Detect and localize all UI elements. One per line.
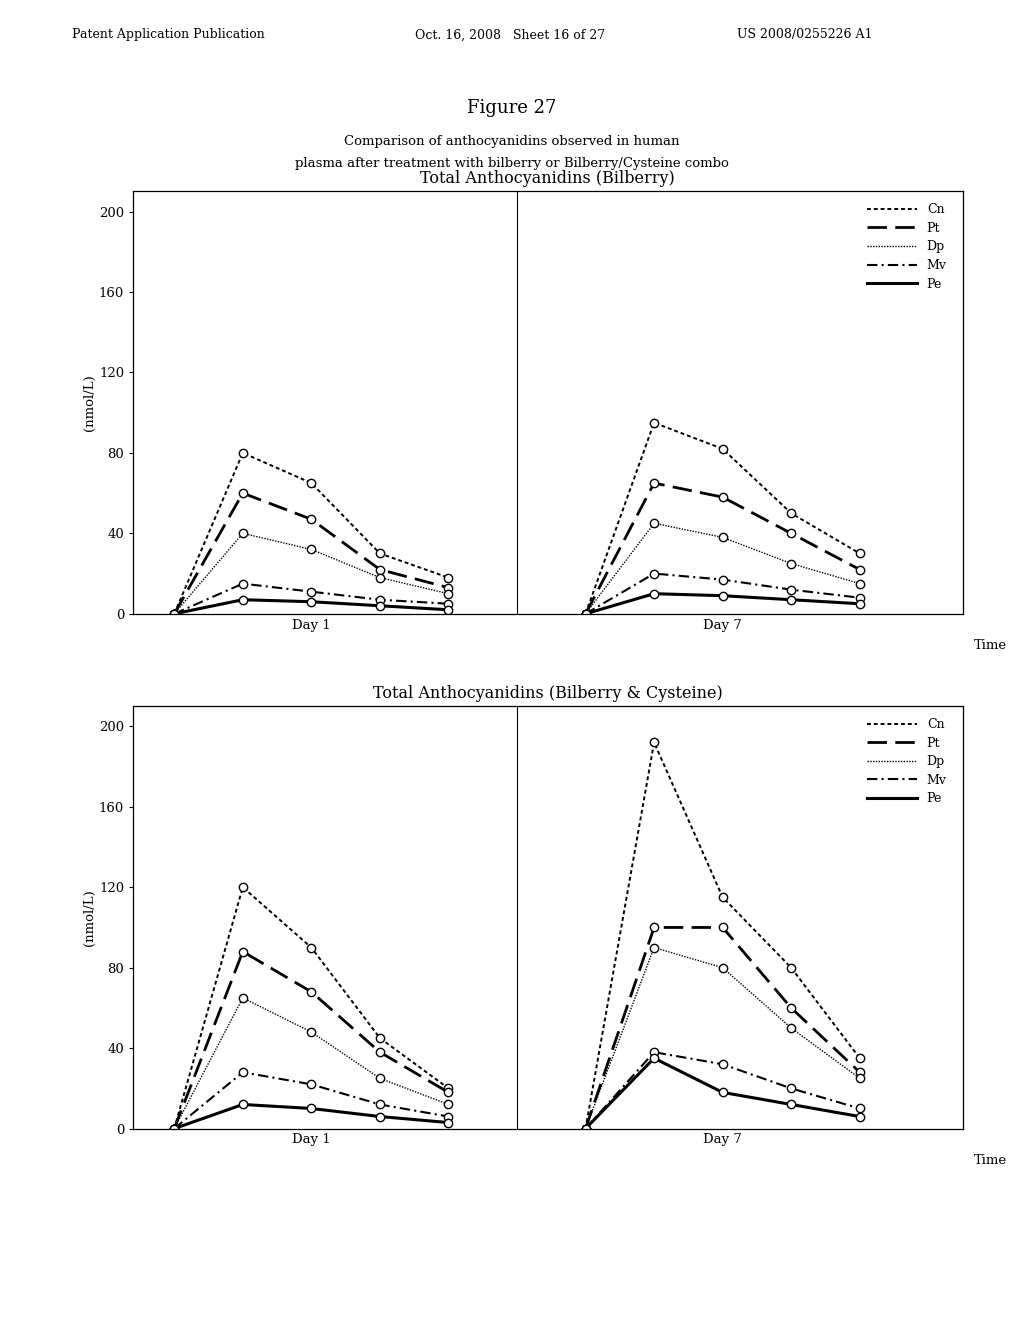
Text: US 2008/0255226 A1: US 2008/0255226 A1 [737, 29, 872, 41]
Text: Oct. 16, 2008   Sheet 16 of 27: Oct. 16, 2008 Sheet 16 of 27 [415, 29, 605, 41]
Text: Patent Application Publication: Patent Application Publication [72, 29, 264, 41]
Text: Comparison of anthocyanidins observed in human: Comparison of anthocyanidins observed in… [344, 135, 680, 148]
Text: plasma after treatment with bilberry or Bilberry/Cysteine combo: plasma after treatment with bilberry or … [295, 157, 729, 170]
Y-axis label: (nmol/L): (nmol/L) [83, 890, 96, 945]
Legend: Cn, Pt, Dp, Mv, Pe: Cn, Pt, Dp, Mv, Pe [862, 713, 951, 810]
Title: Total Anthocyanidins (Bilberry): Total Anthocyanidins (Bilberry) [421, 170, 675, 187]
Text: Figure 27: Figure 27 [467, 99, 557, 117]
Title: Total Anthocyanidins (Bilberry & Cysteine): Total Anthocyanidins (Bilberry & Cystein… [373, 685, 723, 702]
Text: Time: Time [974, 639, 1007, 652]
Y-axis label: (nmol/L): (nmol/L) [83, 375, 96, 430]
Text: Time: Time [974, 1154, 1007, 1167]
Legend: Cn, Pt, Dp, Mv, Pe: Cn, Pt, Dp, Mv, Pe [862, 198, 951, 296]
